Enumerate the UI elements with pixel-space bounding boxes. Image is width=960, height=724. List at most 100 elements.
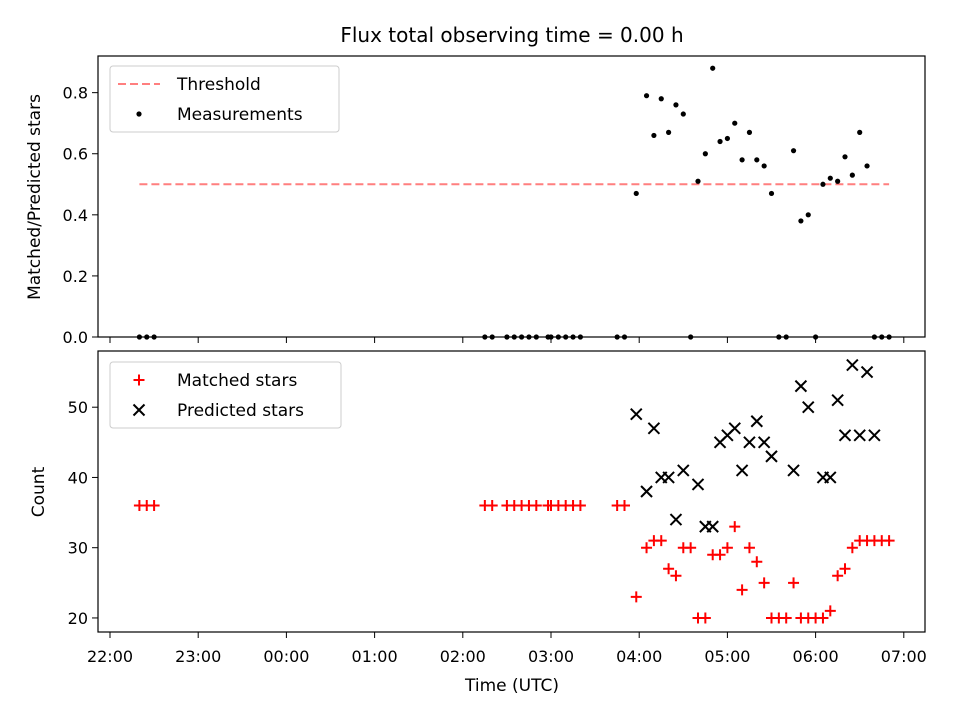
- top-y-tick-label: 0.0: [63, 328, 88, 347]
- x-tick-label: 04:00: [616, 647, 662, 666]
- x-tick-label: 06:00: [793, 647, 839, 666]
- predicted-star-point: [630, 408, 643, 421]
- measurement-point: [666, 129, 672, 135]
- bottom-y-tick-label: 50: [68, 398, 88, 417]
- bottom-y-axis-label: Count: [29, 466, 49, 517]
- legend-matched-label: Matched stars: [177, 371, 297, 391]
- top-axes-frame: [97, 55, 926, 338]
- predicted-star-point: [750, 415, 764, 428]
- measurement-point: [533, 334, 539, 340]
- measurement-point: [614, 334, 620, 340]
- predicted-star-point: [802, 400, 815, 414]
- measurement-point: [739, 157, 745, 163]
- measurement-point: [651, 132, 657, 139]
- measurement-point: [621, 334, 628, 340]
- x-tick-label: 05:00: [704, 647, 750, 666]
- measurement-point: [526, 334, 532, 340]
- predicted-star-point: [868, 429, 881, 442]
- bottom-y-tick-label: 20: [68, 609, 88, 628]
- x-axis-label: Time (UTC): [464, 676, 559, 696]
- top-legend-box: [109, 65, 340, 133]
- measurement-point: [790, 148, 797, 154]
- measurement-point: [688, 334, 694, 340]
- matched-star-point: [574, 500, 586, 512]
- measurement-point: [555, 334, 561, 340]
- predicted-star-point: [824, 471, 837, 484]
- top-y-tick-label: 0.6: [63, 145, 88, 164]
- measurement-point: [504, 334, 510, 340]
- measurement-point: [673, 102, 679, 108]
- predicted-star-point: [640, 485, 653, 498]
- measurement-point: [702, 151, 708, 157]
- matched-star-point: [721, 542, 733, 554]
- predicted-star-point: [831, 393, 844, 407]
- matched-star-point: [839, 563, 851, 575]
- matched-star-point: [148, 500, 160, 512]
- matched-star-point: [670, 570, 682, 582]
- measurement-point: [695, 178, 701, 184]
- bottom-y-tick-label: 40: [68, 468, 88, 487]
- predicted-star-point: [838, 429, 852, 442]
- matched-star-point: [788, 577, 800, 589]
- measurement-point: [658, 96, 664, 102]
- matched-star-point: [832, 570, 844, 582]
- measurement-point: [717, 138, 723, 145]
- x-tick-label: 01:00: [352, 647, 398, 666]
- matched-star-point: [530, 500, 542, 512]
- measurement-point: [563, 334, 569, 340]
- predicted-star-point: [728, 422, 741, 435]
- bottom-y-tick-label: 30: [68, 539, 88, 558]
- matched-star-point: [641, 542, 653, 554]
- x-tick-label: 03:00: [528, 647, 574, 666]
- predicted-star-point: [647, 422, 661, 435]
- matched-star-point: [846, 542, 858, 554]
- measurement-point: [724, 135, 731, 142]
- x-tick-label: 23:00: [175, 647, 221, 666]
- predicted-star-point: [794, 379, 808, 393]
- measurement-point: [871, 334, 878, 340]
- measurement-point: [754, 157, 760, 163]
- measurement-point: [633, 190, 639, 197]
- matched-star-point: [817, 612, 829, 624]
- measurement-point: [813, 334, 819, 340]
- matched-star-point: [824, 605, 836, 617]
- top-y-tick-label: 0.2: [63, 267, 88, 286]
- legend-measurements-swatch: [136, 111, 142, 117]
- measurement-point: [849, 172, 855, 178]
- bottom-plot-area: 20 30 40 50 22:00 23:00 00:00 01:00 02:00 03:00 04…: [68, 350, 927, 666]
- measurement-point: [761, 163, 767, 169]
- measurement-point: [827, 175, 833, 181]
- predicted-star-point: [765, 450, 778, 463]
- measurement-point: [886, 334, 892, 340]
- predicted-star-point: [735, 464, 749, 477]
- measurement-point: [643, 93, 650, 99]
- measurement-point: [710, 65, 716, 71]
- matched-star-point: [663, 563, 675, 575]
- bottom-axes-frame: [97, 350, 926, 633]
- measurement-point: [136, 334, 142, 340]
- predicted-star-point: [677, 464, 690, 477]
- matched-star-point: [743, 542, 755, 554]
- measurement-point: [732, 120, 738, 126]
- x-tick-label: 00:00: [263, 647, 309, 666]
- top-y-tick-label: 0.4: [63, 206, 88, 225]
- matched-star-point: [619, 500, 630, 512]
- measurement-point: [577, 334, 584, 340]
- bottom-legend-box: [109, 361, 342, 429]
- measurement-point: [570, 334, 576, 340]
- measurement-point: [519, 334, 525, 340]
- legend-predicted-swatch: [132, 403, 146, 417]
- measurement-point: [835, 178, 841, 184]
- matched-star-point: [729, 521, 741, 533]
- top-y-axis-label: Matched/Predicted stars: [25, 94, 45, 300]
- measurement-point: [798, 218, 804, 224]
- matched-star-point: [486, 500, 498, 512]
- measurement-point: [820, 181, 826, 187]
- matched-star-point: [655, 535, 667, 547]
- measurement-point: [489, 334, 495, 340]
- measurement-point: [511, 334, 517, 340]
- measurement-point: [548, 334, 554, 340]
- measurement-point: [805, 212, 811, 218]
- predicted-star-point: [787, 464, 800, 477]
